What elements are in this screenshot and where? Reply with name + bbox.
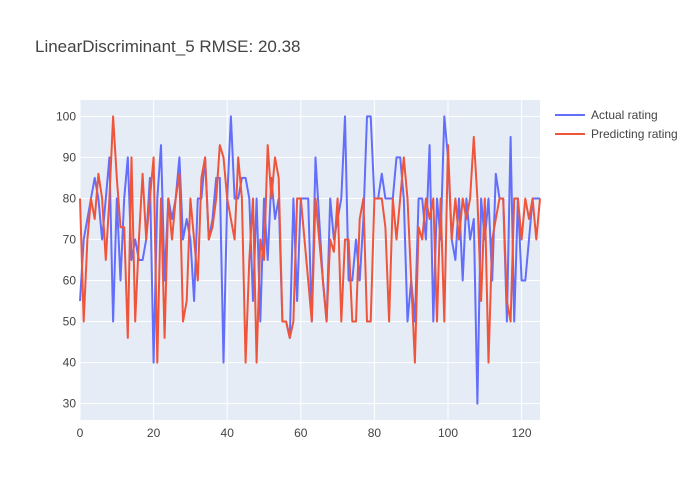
legend-label: Actual rating [591, 108, 658, 122]
legend[interactable]: Actual rating Predicting rating [555, 108, 678, 141]
x-axis-ticks: 0 20 40 60 80 100 120 [77, 426, 532, 440]
x-tick-label: 100 [438, 426, 458, 440]
legend-label: Predicting rating [591, 127, 678, 141]
series-line-actual-rating [79, 115, 540, 405]
legend-item[interactable]: Predicting rating [555, 127, 678, 141]
chart-title: LinearDiscriminant_5 RMSE: 20.38 [35, 37, 301, 56]
x-tick-label: 40 [221, 426, 235, 440]
x-tick-label: 20 [147, 426, 161, 440]
y-tick-label: 50 [63, 315, 77, 329]
x-tick-label: 120 [512, 426, 532, 440]
y-tick-label: 40 [63, 356, 77, 370]
y-tick-label: 90 [63, 150, 77, 164]
x-tick-label: 80 [368, 426, 382, 440]
x-tick-label: 0 [77, 426, 84, 440]
series-line-predicting-rating [79, 115, 541, 364]
y-tick-label: 60 [63, 274, 77, 288]
y-tick-label: 70 [63, 232, 77, 246]
y-tick-label: 100 [56, 109, 76, 123]
legend-item[interactable]: Actual rating [555, 108, 658, 122]
x-tick-label: 60 [294, 426, 308, 440]
series-lines [79, 115, 541, 405]
y-tick-label: 80 [63, 191, 77, 205]
y-axis-ticks: 30 40 50 60 70 80 90 100 [56, 109, 76, 410]
y-tick-label: 30 [63, 397, 77, 411]
